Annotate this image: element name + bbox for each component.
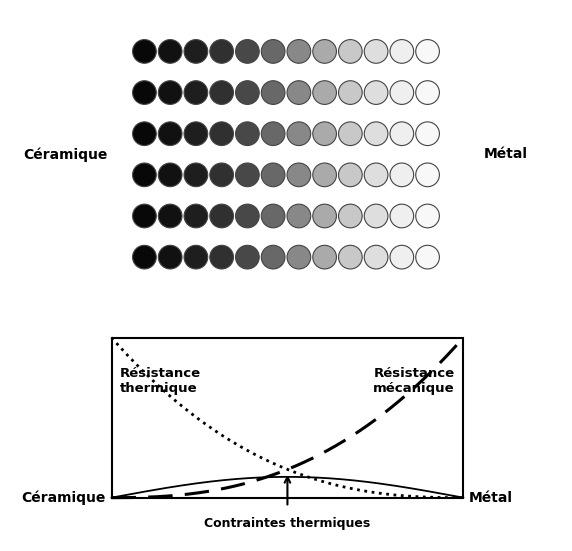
Ellipse shape [364, 122, 388, 145]
Text: Métal: Métal [469, 490, 513, 505]
Ellipse shape [364, 245, 388, 269]
Ellipse shape [390, 122, 414, 145]
Ellipse shape [339, 122, 362, 145]
Ellipse shape [133, 40, 156, 63]
Ellipse shape [236, 40, 259, 63]
Ellipse shape [158, 204, 182, 228]
Ellipse shape [416, 245, 439, 269]
Ellipse shape [287, 40, 311, 63]
Ellipse shape [158, 81, 182, 104]
Ellipse shape [416, 81, 439, 104]
Ellipse shape [313, 81, 336, 104]
Ellipse shape [313, 163, 336, 187]
Ellipse shape [339, 204, 362, 228]
Ellipse shape [210, 81, 233, 104]
Ellipse shape [313, 245, 336, 269]
Ellipse shape [339, 163, 362, 187]
Ellipse shape [184, 122, 208, 145]
Ellipse shape [287, 163, 311, 187]
Text: Céramique: Céramique [23, 147, 108, 161]
Ellipse shape [133, 122, 156, 145]
Ellipse shape [261, 81, 285, 104]
Ellipse shape [390, 163, 414, 187]
Text: Céramique: Céramique [21, 490, 106, 505]
Ellipse shape [158, 40, 182, 63]
Ellipse shape [184, 163, 208, 187]
Ellipse shape [339, 40, 362, 63]
Ellipse shape [261, 245, 285, 269]
Ellipse shape [339, 245, 362, 269]
Ellipse shape [210, 245, 233, 269]
Ellipse shape [364, 81, 388, 104]
Ellipse shape [261, 40, 285, 63]
Ellipse shape [313, 122, 336, 145]
Ellipse shape [313, 40, 336, 63]
Ellipse shape [210, 204, 233, 228]
Ellipse shape [390, 245, 414, 269]
Ellipse shape [133, 204, 156, 228]
Ellipse shape [287, 122, 311, 145]
Ellipse shape [133, 163, 156, 187]
Ellipse shape [236, 122, 259, 145]
Ellipse shape [416, 122, 439, 145]
Ellipse shape [158, 245, 182, 269]
Ellipse shape [184, 81, 208, 104]
Ellipse shape [236, 204, 259, 228]
Ellipse shape [287, 245, 311, 269]
Ellipse shape [184, 204, 208, 228]
Ellipse shape [236, 81, 259, 104]
Ellipse shape [236, 163, 259, 187]
Ellipse shape [184, 245, 208, 269]
Ellipse shape [261, 122, 285, 145]
Text: Contraintes thermiques: Contraintes thermiques [204, 517, 371, 530]
Ellipse shape [390, 40, 414, 63]
Ellipse shape [133, 81, 156, 104]
Ellipse shape [287, 81, 311, 104]
Text: Résistance
thermique: Résistance thermique [120, 368, 201, 395]
Ellipse shape [184, 40, 208, 63]
Ellipse shape [158, 122, 182, 145]
Ellipse shape [390, 81, 414, 104]
Ellipse shape [364, 204, 388, 228]
Ellipse shape [236, 245, 259, 269]
Ellipse shape [158, 163, 182, 187]
Ellipse shape [261, 163, 285, 187]
Bar [112, 338, 463, 498]
Ellipse shape [416, 163, 439, 187]
Ellipse shape [210, 163, 233, 187]
Ellipse shape [364, 40, 388, 63]
Ellipse shape [313, 204, 336, 228]
Ellipse shape [210, 40, 233, 63]
Ellipse shape [364, 163, 388, 187]
Ellipse shape [416, 40, 439, 63]
Ellipse shape [416, 204, 439, 228]
Text: Métal: Métal [484, 147, 528, 161]
Ellipse shape [210, 122, 233, 145]
Ellipse shape [287, 204, 311, 228]
Ellipse shape [390, 204, 414, 228]
Ellipse shape [261, 204, 285, 228]
Text: Résistance
mécanique: Résistance mécanique [373, 368, 455, 395]
Ellipse shape [133, 245, 156, 269]
Ellipse shape [339, 81, 362, 104]
